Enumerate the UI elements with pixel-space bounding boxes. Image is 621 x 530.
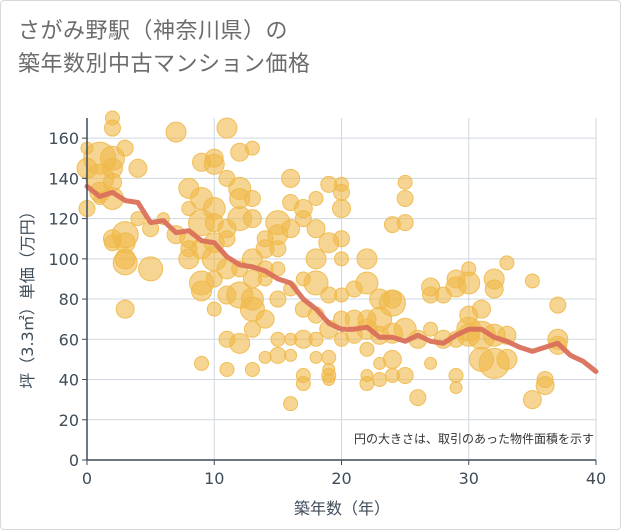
data-bubble — [281, 219, 301, 239]
data-bubble — [242, 209, 262, 229]
data-bubble — [130, 211, 146, 227]
data-bubble — [243, 189, 261, 207]
y-tick-label: 120 — [48, 210, 79, 229]
trend-line — [84, 183, 599, 374]
y-tick-label: 60 — [59, 330, 79, 349]
data-bubble — [333, 230, 350, 248]
chart-title: さがみ野駅（神奈川県）の 築年数別中古マンション価格 — [18, 15, 311, 81]
axes-layer: 0 10 20 30 40 0 20 40 60 80 100 120 140 160 — [48, 118, 606, 488]
data-bubble — [116, 139, 134, 157]
data-bubble — [449, 381, 463, 395]
data-bubble — [382, 349, 402, 369]
data-bubble — [303, 270, 329, 296]
x-axis-label: 築年数（年） — [294, 499, 390, 518]
data-bubble — [359, 341, 375, 357]
data-bubble — [305, 248, 327, 270]
data-bubble — [471, 299, 491, 319]
data-bubble — [138, 256, 164, 282]
data-bubble — [194, 355, 210, 371]
data-bubble — [206, 301, 222, 317]
data-bubble — [372, 372, 388, 388]
data-bubble — [243, 320, 261, 338]
data-bubble — [255, 309, 275, 329]
data-bubble — [244, 361, 260, 377]
data-bubble — [321, 368, 337, 384]
data-bubble — [334, 251, 349, 267]
data-bubble — [269, 240, 287, 258]
data-bubble — [308, 190, 324, 206]
data-bubble — [424, 356, 438, 370]
data-bubble — [216, 117, 238, 139]
y-tick-label: 160 — [48, 129, 79, 148]
data-bubble — [378, 289, 406, 317]
data-bubble — [269, 346, 287, 364]
data-bubble — [104, 110, 120, 126]
data-bubble — [524, 273, 540, 289]
data-bubble — [294, 210, 312, 228]
data-bubble — [128, 158, 148, 178]
data-bubble — [448, 368, 464, 384]
data-bubble — [309, 350, 323, 364]
size-note: 円の大きさは、取引のあった物件面積を示す — [354, 431, 594, 446]
data-bubble — [191, 280, 213, 302]
data-bubble — [549, 296, 567, 314]
chart-title-line-1: さがみ野駅（神奈川県）の — [18, 19, 289, 44]
y-tick-label: 80 — [59, 290, 79, 309]
data-bubble — [397, 174, 413, 190]
data-bubble — [396, 189, 414, 207]
data-bubble — [396, 214, 414, 232]
y-tick-label: 0 — [69, 451, 79, 470]
data-bubble — [306, 219, 326, 239]
data-bubble — [295, 368, 311, 384]
trend-layer — [84, 183, 599, 374]
data-bubble — [283, 396, 299, 412]
data-bubble — [522, 390, 542, 410]
data-bubble — [219, 361, 235, 377]
data-bubble — [308, 331, 324, 347]
x-tick-label: 40 — [586, 469, 606, 488]
data-bubble — [114, 232, 136, 254]
data-bubble — [203, 153, 225, 175]
data-bubble — [244, 140, 260, 156]
x-tick-label: 20 — [331, 469, 351, 488]
data-bubble — [499, 255, 515, 271]
x-tick-label: 10 — [204, 469, 224, 488]
x-tick-label: 0 — [82, 469, 92, 488]
data-bubble — [229, 332, 251, 354]
y-tick-label: 140 — [48, 169, 79, 188]
chart-title-line-2: 築年数別中古マンション価格 — [18, 52, 311, 77]
data-bubble — [496, 348, 518, 370]
data-bubble — [356, 248, 378, 270]
data-bubble — [535, 376, 555, 396]
data-bubble — [457, 271, 481, 295]
data-bubble — [218, 230, 236, 248]
x-tick-label: 30 — [459, 469, 479, 488]
data-bubble — [333, 183, 350, 201]
data-bubble — [112, 250, 138, 276]
y-tick-label: 100 — [48, 250, 79, 269]
data-bubble — [281, 168, 301, 188]
data-bubble — [269, 290, 287, 308]
data-bubble — [284, 348, 298, 362]
y-axis-label: 坪（3.3㎡）単価（万円） — [18, 203, 37, 388]
data-bubble — [321, 349, 337, 365]
y-tick-label: 40 — [59, 371, 79, 390]
data-bubble — [359, 376, 375, 392]
data-bubble — [165, 121, 187, 143]
bubble-layer — [76, 110, 569, 412]
data-bubble — [484, 279, 504, 299]
data-bubble — [409, 389, 427, 407]
data-bubble — [258, 350, 272, 364]
data-bubble — [332, 199, 351, 219]
data-bubble — [205, 270, 223, 288]
y-tick-label: 20 — [59, 411, 79, 430]
data-bubble — [423, 321, 439, 337]
data-bubble — [270, 261, 286, 277]
data-bubble — [270, 331, 286, 347]
data-bubble — [396, 367, 414, 385]
data-bubble — [355, 271, 379, 295]
data-bubble — [115, 299, 135, 319]
